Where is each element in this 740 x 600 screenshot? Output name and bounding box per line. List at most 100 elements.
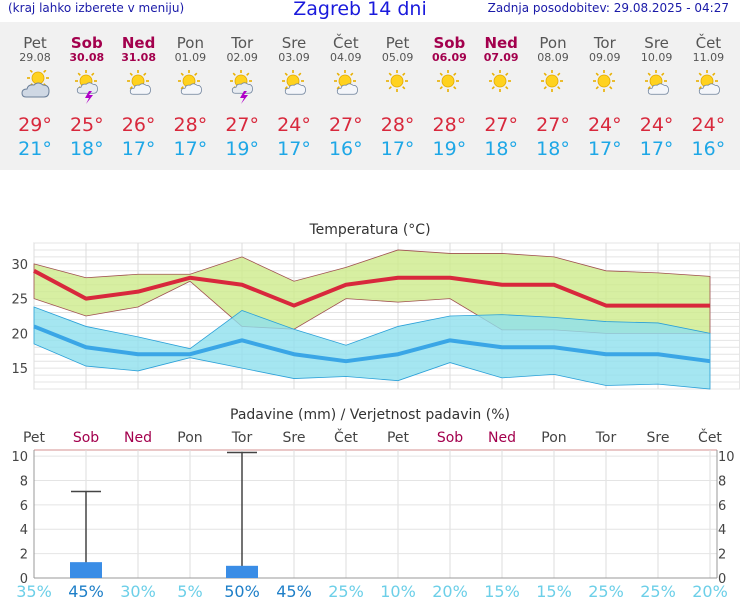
y-tick-label: 10: [11, 450, 28, 465]
min-temperature: 19°: [225, 138, 260, 160]
precip-probability: 25%: [588, 582, 624, 600]
day-axis-label: Pet: [387, 430, 410, 446]
max-temperature: 27°: [328, 114, 363, 136]
day-axis-label: Ned: [488, 430, 516, 446]
last-updated: Zadnja posodobitev: 29.08.2025 - 04:27: [487, 1, 729, 15]
partly-cloudy-icon: [282, 70, 306, 95]
y-tick-label: 25: [11, 293, 28, 308]
day-date: 06.09: [431, 51, 467, 64]
max-temperature: 24°: [639, 114, 674, 136]
y-tick-label: 30: [11, 258, 28, 273]
sun-icon: [437, 70, 460, 92]
day-name: Pet: [385, 34, 410, 52]
max-temperature: 24°: [277, 114, 311, 136]
y-tick-label: 2: [20, 548, 28, 563]
sun-icon: [385, 70, 408, 92]
day-axis-label: Pet: [23, 430, 46, 446]
max-temperature: 24°: [587, 114, 622, 136]
tmin-line: [33, 324, 711, 364]
temperature-chart: Temperatura (°C)vreme.us15202530: [11, 222, 740, 390]
day-axis-label: Čet: [334, 428, 358, 446]
min-temperature: 17°: [639, 138, 674, 160]
y-tick-label-right: 2: [718, 548, 726, 563]
day-date: 31.08: [121, 51, 156, 64]
y-tick-label: 20: [11, 327, 28, 342]
max-temperature: 28°: [380, 114, 415, 136]
precip-probability: 50%: [224, 582, 260, 600]
day-name: Sre: [281, 34, 307, 52]
max-temperature: 27°: [536, 114, 570, 136]
day-date: 04.09: [330, 51, 362, 64]
day-date: 03.09: [278, 51, 310, 64]
day-name: Tor: [231, 34, 254, 52]
precip-bar: [226, 565, 258, 578]
max-temperature: 27°: [225, 114, 260, 136]
day-forecast: Sre 10.09 24° 17°: [632, 22, 682, 160]
precip-probability: 25%: [640, 582, 676, 600]
min-temperature: 17°: [380, 138, 415, 160]
day-axis-label: Sre: [647, 430, 670, 446]
day-forecast: Pet 29.08 29° 21°: [10, 22, 60, 160]
y-tick-label: 4: [20, 523, 28, 538]
day-date: 01.09: [174, 51, 207, 64]
page-title: Zagreb 14 dni: [293, 0, 427, 20]
sun-icon: [592, 70, 615, 92]
day-name: Tor: [593, 34, 616, 52]
day-date: 05.09: [381, 51, 414, 64]
precip-probability: 25%: [328, 582, 364, 600]
precip-probability: 15%: [484, 582, 520, 600]
min-temperature: 17°: [121, 138, 156, 160]
location-hint[interactable]: (kraj lahko izberete v meniju): [8, 1, 185, 15]
day-name: Sob: [70, 34, 103, 52]
day-forecast: Sre 03.09 24° 17°: [269, 22, 319, 160]
day-axis-label: Tor: [231, 430, 253, 446]
y-tick-label-right: 8: [718, 474, 726, 489]
min-temperature: 19°: [432, 138, 467, 160]
max-temperature: 29°: [18, 114, 52, 136]
day-forecast: Tor 09.09 24° 17°: [580, 22, 630, 160]
day-date: 10.09: [640, 51, 673, 64]
precip-probability: 45%: [68, 582, 104, 600]
precip-probability: 10%: [380, 582, 416, 600]
y-tick-label: 6: [20, 499, 28, 514]
precipitation-chart: Padavine (mm) / Verjetnost padavin (%) Pe…: [11, 407, 734, 600]
day-name: Pon: [176, 34, 204, 52]
precip-probability: 5%: [177, 582, 202, 600]
min-temperature: 18°: [69, 138, 104, 160]
partly-cloudy-icon: [696, 70, 721, 95]
max-temperature: 26°: [121, 114, 156, 136]
precip-probability: 35%: [16, 582, 52, 600]
precipitation-chart-title: Padavine (mm) / Verjetnost padavin (%): [230, 407, 510, 423]
daily-forecast-strip: Pet 29.08 29° 21° Sob 30.08 25° 18° Ned 31.08 26° 1…: [0, 22, 740, 170]
day-name: Pon: [539, 34, 567, 52]
precip-bar: [70, 562, 102, 578]
precip-probability: 15%: [536, 582, 572, 600]
min-temperature: 17°: [173, 138, 208, 160]
max-temperature: 28°: [173, 114, 208, 136]
min-temperature: 16°: [691, 138, 726, 160]
min-temperature: 18°: [484, 138, 519, 160]
day-axis-label: Sob: [73, 430, 99, 446]
day-name: Sre: [644, 34, 669, 52]
min-temperature: 18°: [536, 138, 570, 160]
day-date: 29.08: [19, 51, 51, 64]
max-temperature: 27°: [484, 114, 519, 136]
precipitation-plot-area: [34, 450, 717, 578]
day-date: 07.09: [483, 51, 519, 64]
partly-cloudy-icon: [126, 70, 151, 95]
min-temperature: 17°: [587, 138, 622, 160]
day-forecast: Pon 01.09 28° 17°: [165, 22, 215, 160]
max-temperature: 25°: [69, 114, 104, 136]
precip-probability: 30%: [120, 582, 156, 600]
day-forecast: Pon 08.09 27° 18°: [528, 22, 578, 160]
partly-cloudy-icon: [178, 70, 203, 95]
y-tick-label: 0: [20, 572, 28, 587]
tmin-range-band: [33, 306, 711, 390]
y-tick-label: 15: [11, 362, 28, 377]
min-temperature: 16°: [328, 138, 363, 160]
min-temperature: 17°: [277, 138, 311, 160]
partly-cloudy-icon: [333, 70, 358, 95]
thunderstorm-sun-icon: [230, 70, 254, 104]
y-tick-label-right: 4: [718, 523, 726, 538]
max-temperature: 24°: [691, 114, 726, 136]
